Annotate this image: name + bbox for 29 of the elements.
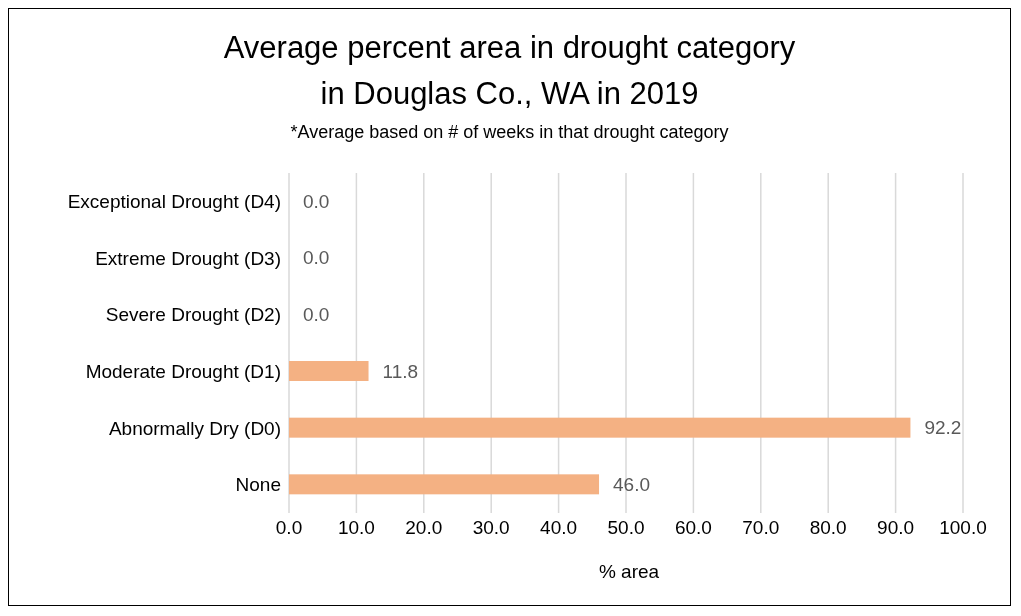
x-tick-label: 100.0 <box>939 517 987 539</box>
x-tick-label: 50.0 <box>607 517 645 539</box>
y-tick-label: Exceptional Drought (D4) <box>67 191 281 213</box>
y-tick-label: Severe Drought (D2) <box>105 304 281 326</box>
data-label: 0.0 <box>303 247 330 269</box>
data-label: 11.8 <box>382 360 419 382</box>
x-tick-label: 10.0 <box>337 517 375 539</box>
chart-title: Average percent area in drought category in Douglas Co., WA in 2019 <box>222 29 797 113</box>
data-label: 0.0 <box>303 303 330 325</box>
x-tick-label: 60.0 <box>674 517 712 539</box>
x-tick-label: 20.0 <box>405 517 443 539</box>
chart-subtitle: *Average based on # of weeks in that drought category <box>289 121 730 144</box>
data-label: 92.2 <box>924 417 962 439</box>
y-tick-label: Moderate Drought (D1) <box>85 361 281 383</box>
x-tick-label: 0.0 <box>275 517 303 539</box>
bar <box>289 474 600 495</box>
x-tick-label: 30.0 <box>472 517 510 539</box>
y-tick-label: Abnormally Dry (D0) <box>108 417 281 439</box>
bar <box>289 361 369 381</box>
y-tick-label: None <box>235 474 281 496</box>
x-tick-label: 90.0 <box>877 517 915 539</box>
x-tick-label: 70.0 <box>742 517 780 539</box>
data-label: 46.0 <box>613 473 651 495</box>
x-tick-label: 80.0 <box>809 517 847 539</box>
data-label: 0.0 <box>303 190 330 212</box>
x-axis-title: % area <box>597 561 661 583</box>
x-tick-label: 40.0 <box>540 517 578 539</box>
y-tick-label: Extreme Drought (D3) <box>95 247 281 269</box>
bar <box>289 417 911 438</box>
